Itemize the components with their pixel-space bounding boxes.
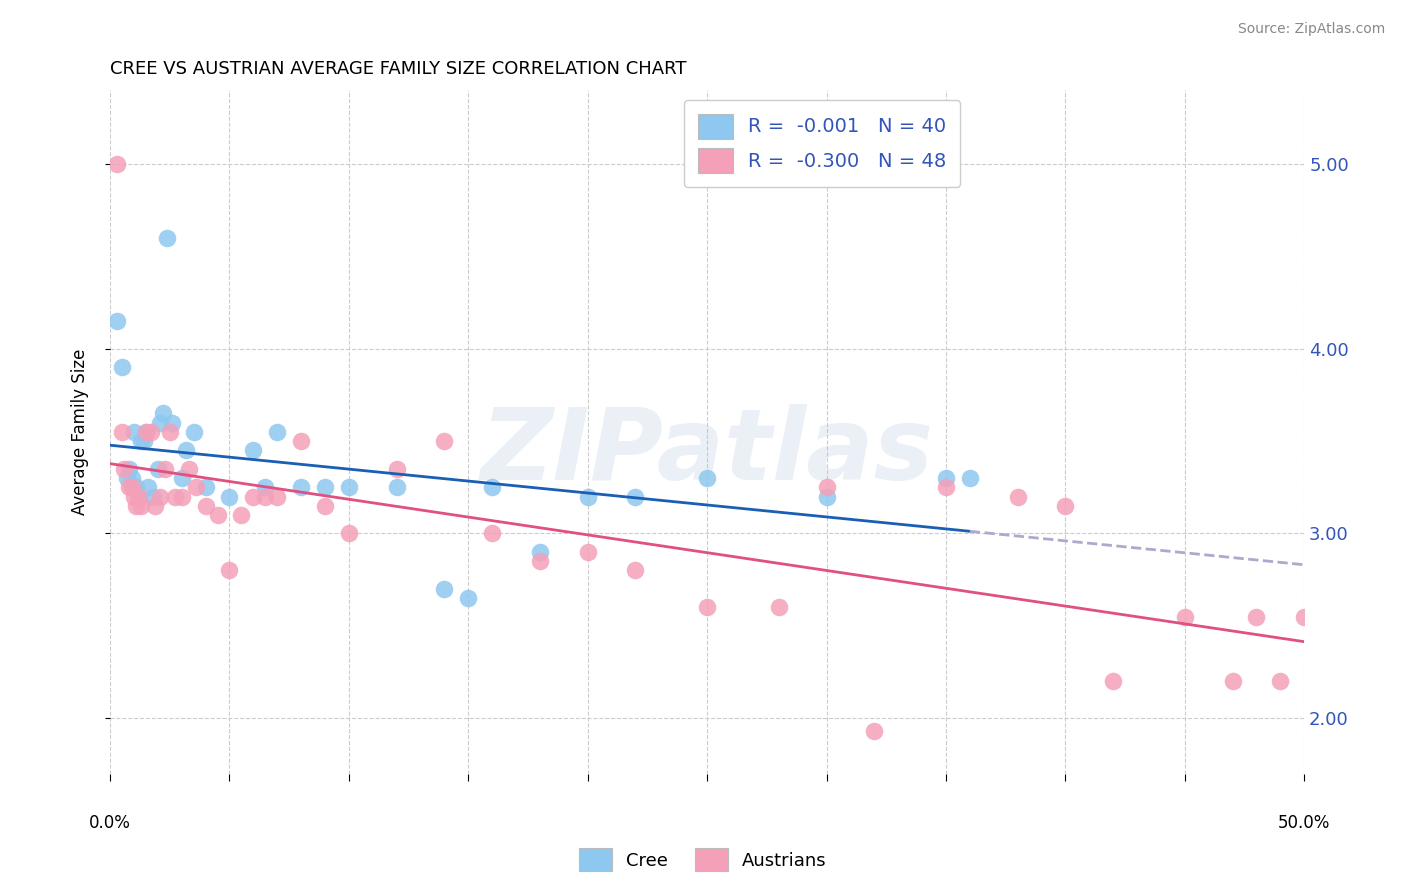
Point [136,480,159,494]
Point [242,490,264,504]
Text: Source: ZipAtlas.com: Source: ZipAtlas.com [1237,22,1385,37]
Point [105,314,128,328]
Point [481,526,503,541]
Point [266,490,288,504]
Point [1054,499,1077,513]
Point [231,508,253,522]
Point [385,462,408,476]
Point [184,480,207,494]
Point [135,425,157,439]
Point [314,499,336,513]
Point [624,490,647,504]
Point [337,480,360,494]
Point [935,471,957,485]
Point [959,471,981,485]
Point [1270,674,1292,689]
Point [115,471,138,485]
Point [194,499,217,513]
Point [125,499,148,513]
Point [105,157,128,171]
Point [207,508,229,522]
Point [314,480,336,494]
Y-axis label: Average Family Size: Average Family Size [72,349,89,515]
Point [290,434,312,449]
Point [146,462,169,476]
Point [815,480,838,494]
Point [112,462,135,476]
Point [170,490,193,504]
Point [863,724,886,739]
Point [145,499,167,513]
Point [121,471,143,485]
Point [111,360,134,375]
Point [624,563,647,577]
Point [254,480,277,494]
Point [242,443,264,458]
Text: 50.0%: 50.0% [1278,814,1330,832]
Point [433,582,456,596]
Point [481,480,503,494]
Point [139,425,162,439]
Point [337,526,360,541]
Point [121,480,143,494]
Point [149,490,172,504]
Point [176,443,198,458]
Point [118,480,141,494]
Point [111,425,134,439]
Point [125,480,148,494]
Point [696,600,718,615]
Point [457,591,479,606]
Legend: R =  -0.001   N = 40, R =  -0.300   N = 48: R = -0.001 N = 40, R = -0.300 N = 48 [685,100,960,187]
Point [122,425,145,439]
Text: 0.0%: 0.0% [89,814,131,832]
Point [935,480,957,494]
Point [1102,674,1125,689]
Point [1294,609,1316,624]
Point [1007,490,1029,504]
Point [128,490,150,504]
Point [170,471,193,485]
Point [529,554,551,568]
Point [177,462,200,476]
Point [218,563,240,577]
Point [159,425,181,439]
Point [266,425,288,439]
Point [696,471,718,485]
Point [156,231,179,245]
Point [385,480,408,494]
Point [153,462,176,476]
Point [149,416,172,430]
Point [142,490,165,504]
Point [433,434,456,449]
Text: CREE VS AUSTRIAN AVERAGE FAMILY SIZE CORRELATION CHART: CREE VS AUSTRIAN AVERAGE FAMILY SIZE COR… [110,60,686,78]
Point [152,407,174,421]
Text: ZIPatlas: ZIPatlas [481,404,934,501]
Point [129,499,152,513]
Point [194,480,217,494]
Point [254,490,277,504]
Point [1246,609,1268,624]
Point [290,480,312,494]
Point [529,545,551,559]
Point [576,490,599,504]
Point [122,490,145,504]
Legend: Cree, Austrians: Cree, Austrians [572,841,834,879]
Point [132,434,155,449]
Point [218,490,240,504]
Point [1174,609,1197,624]
Point [128,490,150,504]
Point [768,600,790,615]
Point [163,490,186,504]
Point [118,462,141,476]
Point [1222,674,1244,689]
Point [183,425,205,439]
Point [815,490,838,504]
Point [129,434,152,449]
Point [160,416,183,430]
Point [576,545,599,559]
Point [135,425,157,439]
